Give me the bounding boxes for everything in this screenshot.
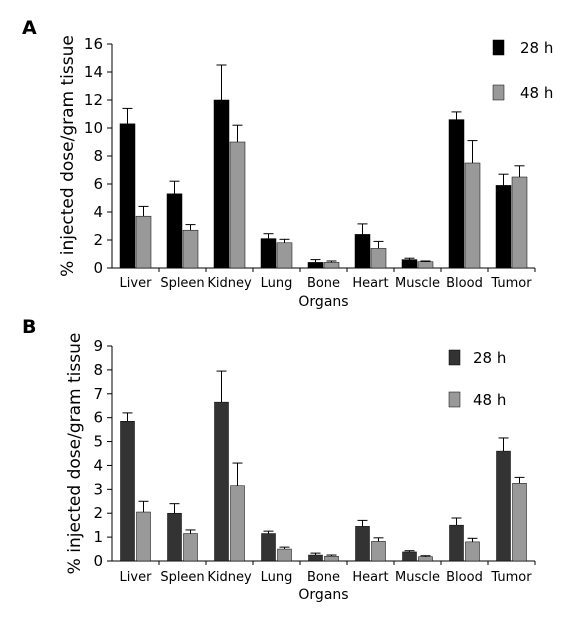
y-axis-title: % injected dose/gram tissue: [58, 35, 78, 277]
y-tick-label: 0: [93, 552, 103, 570]
bar-muscle-28h: [402, 551, 417, 562]
bar-kidney-28h: [214, 401, 229, 562]
legend-swatch-48h: [492, 84, 505, 101]
chart-panel-b: B 0 1 2 3 4 5 6 7 8 9 % injected dose/gram tissue Li…: [22, 316, 536, 603]
x-axis-title: Organs: [298, 294, 348, 310]
x-tick-label-bone: Bone: [307, 570, 340, 585]
bar-blood-28h: [449, 524, 464, 562]
chart-panel-a: A 0 2 4 6 8 10 12 14 16 % injected dose/gram tissu…: [22, 17, 553, 310]
bar-tumor-48h: [511, 176, 528, 269]
bar-bone-28h: [307, 262, 324, 269]
y-tick-label: 1: [93, 528, 103, 546]
x-tick-label-tumor: Tumor: [490, 570, 532, 585]
legend-swatch-28h: [492, 39, 505, 56]
bar-heart-48h: [371, 541, 386, 562]
x-tick-label-heart: Heart: [352, 276, 388, 291]
legend: 28 h 48 h: [448, 349, 506, 409]
y-tick-label: 14: [84, 63, 103, 81]
bar-heart-28h: [355, 526, 370, 562]
legend-label-48h: 48 h: [520, 84, 553, 102]
x-tick-label-bone: Bone: [307, 276, 340, 291]
bar-muscle-48h: [417, 261, 434, 269]
bar-heart-48h: [370, 248, 387, 269]
y-tick-label: 6: [93, 175, 103, 193]
legend-swatch-28h: [448, 349, 461, 366]
x-tick-label-lung: Lung: [261, 570, 293, 585]
y-tick-label: 9: [93, 337, 103, 355]
bar-lung-48h: [277, 548, 292, 562]
y-tick-label: 5: [93, 433, 103, 451]
bar-spleen-48h: [183, 533, 198, 562]
x-tick-label-tumor: Tumor: [490, 276, 532, 291]
x-axis-title: Organs: [298, 587, 348, 603]
bar-liver-28h: [119, 123, 136, 269]
bar-lung-48h: [276, 242, 293, 269]
x-tick-label-muscle: Muscle: [395, 570, 440, 585]
x-tick-label-lung: Lung: [261, 276, 293, 291]
bar-spleen-48h: [182, 229, 199, 269]
panel-label-a: A: [22, 17, 37, 39]
bar-spleen-28h: [167, 512, 182, 562]
bar-tumor-28h: [495, 185, 512, 269]
x-tick-label-spleen: Spleen: [160, 276, 204, 291]
bar-kidney-48h: [229, 141, 246, 269]
x-tick-label-heart: Heart: [352, 570, 388, 585]
x-tick-label-liver: Liver: [120, 276, 153, 291]
bar-tumor-48h: [512, 483, 527, 562]
bar-muscle-28h: [401, 259, 418, 269]
bar-bone-48h: [324, 555, 339, 562]
bar-spleen-28h: [166, 193, 183, 269]
bar-blood-48h: [464, 162, 481, 269]
bar-liver-48h: [136, 511, 151, 562]
legend: 28 h 48 h: [492, 39, 553, 102]
x-tick-label-kidney: Kidney: [207, 570, 252, 585]
y-tick-label: 2: [93, 231, 103, 249]
bar-bone-48h: [323, 262, 340, 269]
x-tick-label-blood: Blood: [446, 570, 483, 585]
bar-lung-28h: [260, 238, 277, 269]
x-tick-label-liver: Liver: [120, 570, 153, 585]
y-tick-label: 2: [93, 504, 103, 522]
y-tick-label: 0: [93, 259, 103, 277]
legend-label-28h: 28 h: [520, 39, 553, 57]
y-tick-label: 4: [93, 203, 103, 221]
x-tick-label-muscle: Muscle: [395, 276, 440, 291]
bar-tumor-28h: [496, 450, 511, 562]
y-axis-title: % injected dose/gram tissue: [65, 333, 85, 575]
bar-kidney-48h: [230, 485, 245, 562]
bar-liver-48h: [135, 215, 152, 269]
bar-blood-28h: [448, 119, 465, 269]
bar-heart-28h: [354, 234, 371, 269]
x-tick-label-spleen: Spleen: [160, 570, 204, 585]
bar-blood-48h: [465, 541, 480, 562]
x-tick-label-blood: Blood: [446, 276, 483, 291]
y-tick-label: 16: [84, 35, 103, 53]
bar-liver-28h: [120, 421, 135, 562]
y-tick-label: 10: [84, 119, 103, 137]
legend-label-28h: 28 h: [473, 349, 506, 367]
y-tick-label: 6: [93, 409, 103, 427]
y-tick-label: 8: [93, 147, 103, 165]
y-tick-label: 7: [93, 385, 103, 403]
bar-lung-28h: [261, 533, 276, 562]
y-tick-label: 12: [84, 91, 103, 109]
y-tick-label: 8: [93, 361, 103, 379]
panel-label-b: B: [22, 316, 36, 338]
bar-kidney-28h: [213, 99, 230, 269]
y-tick-label: 3: [93, 480, 103, 498]
bar-bone-28h: [308, 554, 323, 562]
legend-label-48h: 48 h: [473, 391, 506, 409]
legend-swatch-48h: [448, 391, 461, 408]
bar-muscle-48h: [418, 556, 433, 562]
y-tick-label: 4: [93, 456, 103, 474]
x-tick-label-kidney: Kidney: [207, 276, 252, 291]
